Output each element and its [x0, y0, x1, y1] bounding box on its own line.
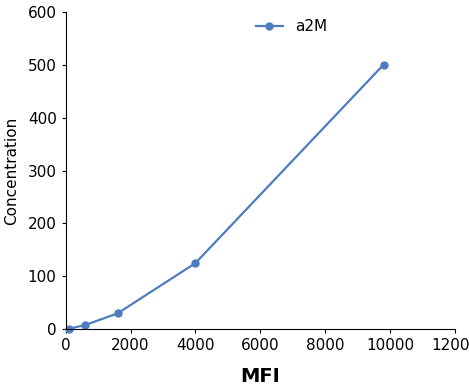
a2M	[381, 62, 386, 67]
Y-axis label: Concentration: Concentration	[4, 116, 19, 225]
a2M	[193, 261, 198, 265]
X-axis label: MFI: MFI	[241, 367, 280, 386]
a2M	[66, 327, 72, 331]
Line: a2M: a2M	[66, 61, 387, 332]
Legend: a2M: a2M	[256, 19, 327, 34]
a2M	[115, 311, 121, 316]
a2M	[82, 323, 88, 327]
